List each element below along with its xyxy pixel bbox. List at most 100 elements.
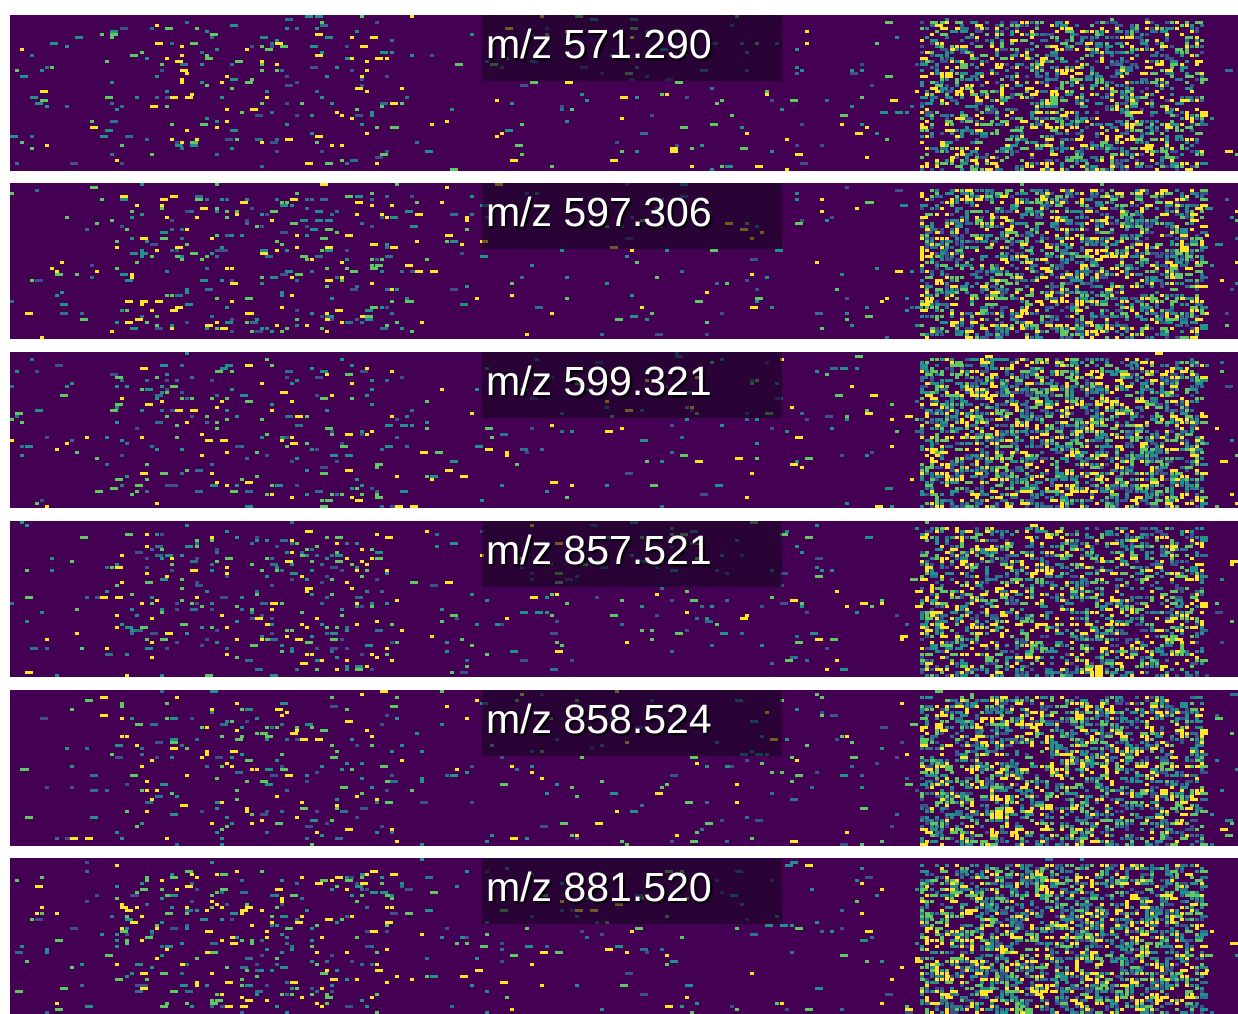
pixel bbox=[920, 21, 924, 24]
pixel bbox=[1085, 30, 1089, 33]
pixel bbox=[1080, 267, 1084, 270]
pixel bbox=[1045, 309, 1049, 312]
pixel bbox=[1135, 436, 1143, 439]
pixel bbox=[1170, 288, 1178, 291]
pixel bbox=[285, 27, 289, 30]
pixel bbox=[1070, 333, 1074, 336]
pixel bbox=[1125, 252, 1129, 255]
pixel bbox=[1125, 99, 1129, 102]
pixel bbox=[920, 264, 924, 267]
pixel bbox=[150, 255, 154, 258]
pixel bbox=[920, 195, 924, 198]
pixel bbox=[375, 156, 383, 159]
pixel bbox=[950, 234, 958, 237]
pixel bbox=[1045, 445, 1049, 448]
pixel bbox=[1175, 382, 1179, 385]
pixel bbox=[1040, 457, 1048, 460]
pixel bbox=[1130, 105, 1138, 108]
pixel bbox=[335, 66, 339, 69]
pixel bbox=[975, 466, 979, 469]
pixel bbox=[1080, 120, 1084, 123]
pixel bbox=[250, 45, 254, 48]
pixel bbox=[1095, 385, 1103, 388]
pixel bbox=[1085, 249, 1093, 252]
pixel bbox=[500, 433, 508, 436]
pixel bbox=[1000, 367, 1004, 370]
pixel bbox=[985, 288, 989, 291]
pixel bbox=[935, 439, 939, 442]
pixel bbox=[1010, 222, 1014, 225]
pixel bbox=[945, 288, 949, 291]
pixel bbox=[1155, 90, 1159, 93]
pixel bbox=[1105, 30, 1109, 33]
pixel bbox=[330, 454, 338, 457]
pixel bbox=[1150, 300, 1154, 303]
pixel bbox=[1080, 192, 1084, 195]
pixel bbox=[505, 129, 513, 132]
pixel bbox=[945, 72, 953, 75]
pixel bbox=[1215, 427, 1219, 430]
pixel bbox=[975, 376, 979, 379]
mz-label: m/z 597.306 bbox=[486, 189, 712, 236]
pixel bbox=[485, 427, 493, 430]
pixel bbox=[1165, 433, 1169, 436]
pixel bbox=[1135, 267, 1139, 270]
pixel bbox=[260, 213, 264, 216]
pixel bbox=[1015, 165, 1019, 168]
pixel bbox=[1180, 129, 1184, 132]
pixel bbox=[1200, 192, 1208, 195]
pixel bbox=[1130, 367, 1134, 370]
pixel bbox=[215, 120, 219, 123]
pixel bbox=[955, 81, 959, 84]
pixel bbox=[935, 195, 943, 198]
pixel bbox=[1145, 246, 1149, 249]
pixel bbox=[1135, 282, 1139, 285]
pixel bbox=[1190, 138, 1194, 141]
pixel bbox=[1200, 81, 1204, 84]
pixel bbox=[1030, 258, 1034, 261]
pixel bbox=[385, 216, 389, 219]
pixel bbox=[1095, 451, 1099, 454]
pixel bbox=[985, 237, 989, 240]
pixel bbox=[1105, 270, 1109, 273]
pixel bbox=[310, 66, 318, 69]
pixel bbox=[930, 132, 934, 135]
pixel bbox=[160, 400, 164, 403]
pixel bbox=[1000, 279, 1008, 282]
pixel bbox=[395, 418, 399, 421]
pixel bbox=[980, 318, 984, 321]
pixel bbox=[940, 33, 948, 36]
pixel bbox=[1080, 150, 1084, 153]
pixel bbox=[1010, 57, 1014, 60]
pixel bbox=[1065, 460, 1069, 463]
pixel bbox=[930, 303, 934, 306]
pixel bbox=[1195, 297, 1199, 300]
pixel bbox=[825, 219, 829, 222]
pixel bbox=[975, 406, 979, 409]
pixel bbox=[1130, 454, 1134, 457]
pixel bbox=[1030, 291, 1034, 294]
pixel bbox=[995, 36, 999, 39]
pixel bbox=[135, 318, 143, 321]
pixel bbox=[40, 99, 48, 102]
pixel bbox=[1010, 207, 1018, 210]
pixel bbox=[90, 276, 94, 279]
pixel bbox=[345, 258, 349, 261]
pixel bbox=[1040, 162, 1044, 165]
pixel bbox=[970, 204, 974, 207]
pixel bbox=[995, 111, 999, 114]
pixel bbox=[1075, 42, 1083, 45]
pixel bbox=[1090, 48, 1094, 51]
pixel bbox=[1100, 415, 1104, 418]
pixel bbox=[320, 24, 328, 27]
pixel bbox=[160, 391, 164, 394]
pixel bbox=[955, 207, 963, 210]
pixel bbox=[1125, 454, 1129, 457]
pixel bbox=[15, 370, 19, 373]
pixel bbox=[1160, 309, 1164, 312]
pixel bbox=[1035, 415, 1043, 418]
pixel bbox=[295, 234, 299, 237]
pixel bbox=[1125, 123, 1129, 126]
pixel bbox=[1055, 315, 1059, 318]
pixel bbox=[930, 306, 934, 309]
